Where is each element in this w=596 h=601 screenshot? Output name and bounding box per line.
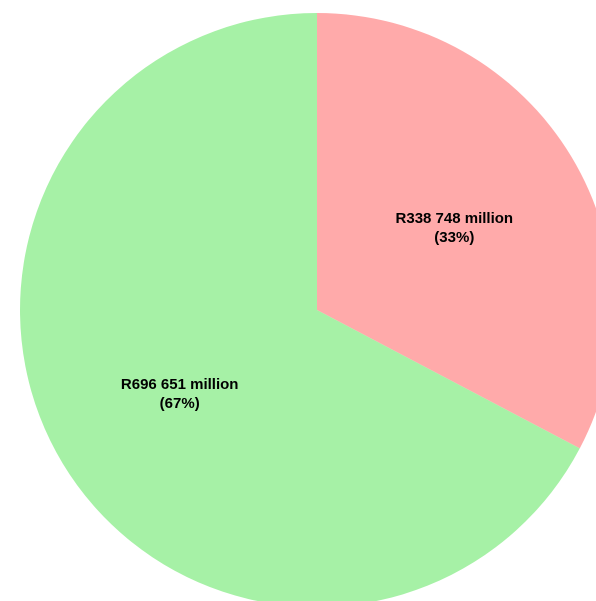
slice-percent-label-1: (67%)	[160, 395, 200, 412]
slice-percent-label-0: (33%)	[434, 229, 474, 246]
pie-slice-1	[20, 13, 580, 601]
slice-value-label-1: R696 651 million	[121, 376, 239, 393]
slice-value-label-0: R338 748 million	[396, 210, 514, 227]
pie-slice-0	[317, 13, 596, 449]
slices-layer	[20, 13, 596, 601]
labels-layer: R338 748 million (33%) R696 651 million (67…	[121, 210, 513, 412]
